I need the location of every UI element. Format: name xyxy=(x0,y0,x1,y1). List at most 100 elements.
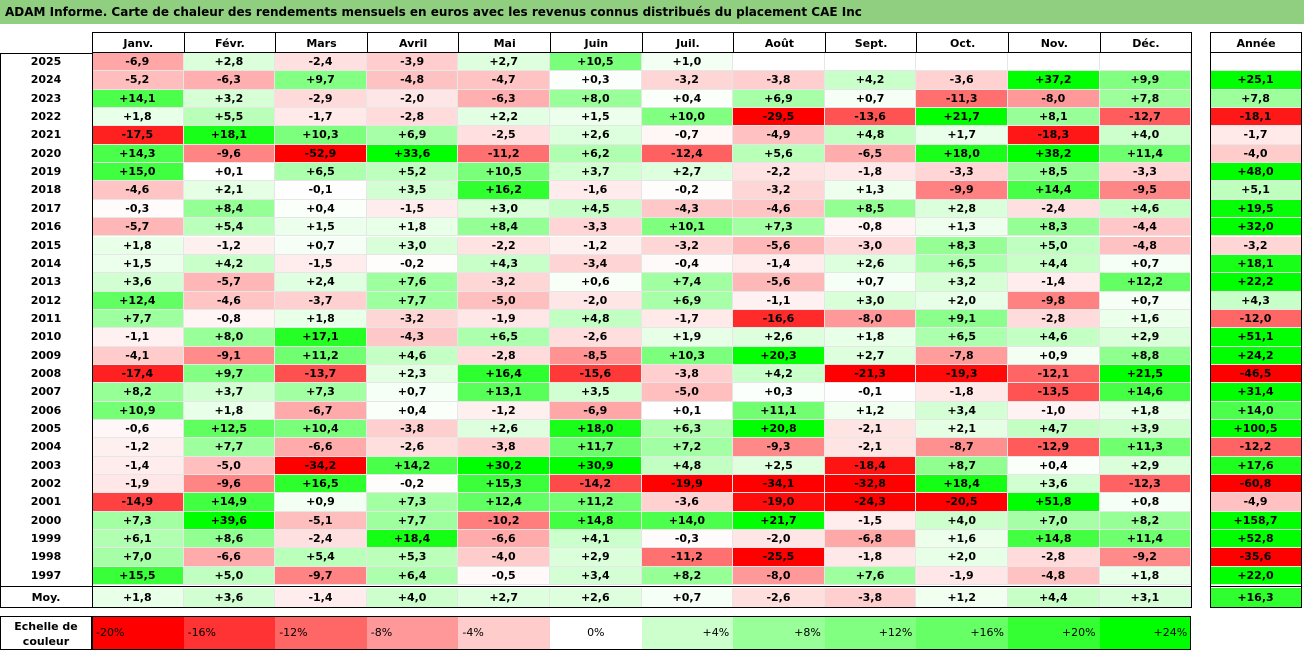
year-label: 2025 xyxy=(30,55,62,68)
heatmap-cell: -9,8 xyxy=(1008,291,1100,310)
heatmap-cell: +18,0 xyxy=(916,144,1008,164)
heatmap-cell: +10,9 xyxy=(92,401,184,420)
heatmap-cell: +6,9 xyxy=(641,291,734,310)
heatmap-cell: -4,3 xyxy=(366,328,459,347)
heatmap-cell: +1,9 xyxy=(641,328,734,347)
heatmap-cell: +7,3 xyxy=(733,218,825,237)
heatmap-cell: +0,4 xyxy=(366,401,459,420)
heatmap-cell: +7,7 xyxy=(366,511,459,531)
heatmap-cell: -3,8 xyxy=(458,438,550,457)
heatmap-cell: -18,4 xyxy=(824,456,917,476)
heatmap-cell: +0,7 xyxy=(366,383,459,402)
heatmap-cell xyxy=(733,53,825,72)
heatmap-cell: +2,0 xyxy=(916,548,1008,567)
heatmap-cell: +4,2 xyxy=(824,71,917,90)
heatmap-cell: +2,4 xyxy=(275,273,367,292)
heatmap-cell: +1,5 xyxy=(92,254,184,274)
heatmap-cell: -5,7 xyxy=(183,273,276,292)
heatmap-cell: -8,7 xyxy=(916,438,1008,457)
heatmap-cell: +2,2 xyxy=(458,108,550,127)
heatmap-cell: -14,9 xyxy=(92,493,184,512)
heatmap-cell: +13,1 xyxy=(458,383,550,402)
heatmap-cell: +9,7 xyxy=(275,71,367,90)
heatmap-cell: -12,7 xyxy=(1099,108,1192,127)
heatmap-cell: +8,2 xyxy=(641,566,734,586)
heatmap-cell: -2,2 xyxy=(733,163,825,182)
heatmap-cell: +7,0 xyxy=(1008,511,1100,531)
heatmap-cell: +0,6 xyxy=(550,273,642,292)
color-scale-label: Echelle de couleur xyxy=(0,616,92,650)
heatmap-cell: +7,6 xyxy=(824,566,917,586)
heatmap-cell: -6,3 xyxy=(183,71,276,90)
heatmap-cell: -1,2 xyxy=(550,236,642,255)
heatmap-cell: -6,6 xyxy=(275,438,367,457)
year-label: 2018 xyxy=(30,183,62,197)
heatmap-cell: -3,2 xyxy=(641,236,734,255)
heatmap-cell: +14,4 xyxy=(1008,181,1100,200)
heatmap-cell: +6,5 xyxy=(916,328,1008,347)
heatmap-cell: +3,6 xyxy=(1008,475,1100,494)
annual-cell: +158,7 xyxy=(1210,511,1302,531)
heatmap-cell: -1,2 xyxy=(183,236,276,255)
heatmap-cell: +6,5 xyxy=(916,254,1008,274)
heatmap-cell: +21,7 xyxy=(733,511,825,531)
heatmap-cell: -0,5 xyxy=(458,566,550,586)
heatmap-cell: -12,4 xyxy=(641,144,734,164)
heatmap-cell: +1,8 xyxy=(1099,566,1192,586)
heatmap-cell: +7,3 xyxy=(92,511,184,531)
heatmap-cell: -1,4 xyxy=(92,456,184,476)
heatmap-cell: +8,0 xyxy=(183,328,276,347)
heatmap-cell: +7,2 xyxy=(641,438,734,457)
heatmap-cell: +3,0 xyxy=(458,199,550,219)
heatmap-cell: +2,1 xyxy=(183,181,276,200)
heatmap-cell: +2,8 xyxy=(183,53,276,72)
year-label: 2022 xyxy=(30,110,62,124)
annual-cell: +14,0 xyxy=(1210,401,1302,420)
heatmap-cell: -9,6 xyxy=(183,475,276,494)
heatmap-cell: -9,3 xyxy=(733,438,825,457)
average-cell: -1,4 xyxy=(275,588,367,609)
color-scale-swatch: +24% xyxy=(1099,616,1192,650)
heatmap-cell: -5,2 xyxy=(92,71,184,90)
heatmap-cell: -7,8 xyxy=(916,346,1008,365)
heatmap-cell: +4,6 xyxy=(1008,328,1100,347)
heatmap-cell: +3,2 xyxy=(183,89,276,109)
heatmap-cell: -0,4 xyxy=(641,254,734,274)
heatmap-cell: -1,9 xyxy=(916,566,1008,586)
heatmap-cell: -24,3 xyxy=(824,493,917,512)
year-label: 2012 xyxy=(30,293,62,307)
heatmap-cell: +4,2 xyxy=(183,254,276,274)
heatmap-cell: -19,3 xyxy=(916,364,1008,384)
heatmap-cell: +3,2 xyxy=(916,273,1008,292)
year-label: 2021 xyxy=(30,128,62,142)
heatmap-cell: -6,9 xyxy=(92,53,184,72)
heatmap-cell: +7,3 xyxy=(275,383,367,402)
heatmap-cell: +2,8 xyxy=(916,199,1008,219)
heatmap-cell: +9,7 xyxy=(183,364,276,384)
heatmap-cell: +6,4 xyxy=(366,566,459,586)
annual-cell: +25,1 xyxy=(1210,71,1302,90)
heatmap-cell: -8,0 xyxy=(733,566,825,586)
heatmap-cell: +20,3 xyxy=(733,346,825,365)
heatmap-cell: -5,1 xyxy=(275,511,367,531)
heatmap-cell: -13,7 xyxy=(275,364,367,384)
heatmap-cell: +14,3 xyxy=(92,144,184,164)
heatmap-cell: +7,7 xyxy=(366,291,459,310)
heatmap-cell: +2,7 xyxy=(641,163,734,182)
heatmap-cell: +8,5 xyxy=(1008,163,1100,182)
heatmap-cell: +30,2 xyxy=(458,456,550,476)
color-scale-swatch: +16% xyxy=(916,616,1008,650)
heatmap-cell: -17,4 xyxy=(92,364,184,384)
heatmap-cell: +10,0 xyxy=(641,108,734,127)
year-label: 2020 xyxy=(30,146,62,160)
heatmap-cell: -34,1 xyxy=(733,475,825,494)
heatmap-cell: +8,2 xyxy=(1099,511,1192,531)
heatmap-cell: -21,3 xyxy=(824,364,917,384)
heatmap-cell: -3,3 xyxy=(916,163,1008,182)
color-scale-swatch: -4% xyxy=(458,616,550,650)
year-label: 2000 xyxy=(30,513,62,527)
heatmap-cell: +51,8 xyxy=(1008,493,1100,512)
heatmap-cell: -0,7 xyxy=(641,126,734,145)
heatmap-cell: -4,4 xyxy=(1099,218,1192,237)
annual-cell: -4,0 xyxy=(1210,144,1302,164)
